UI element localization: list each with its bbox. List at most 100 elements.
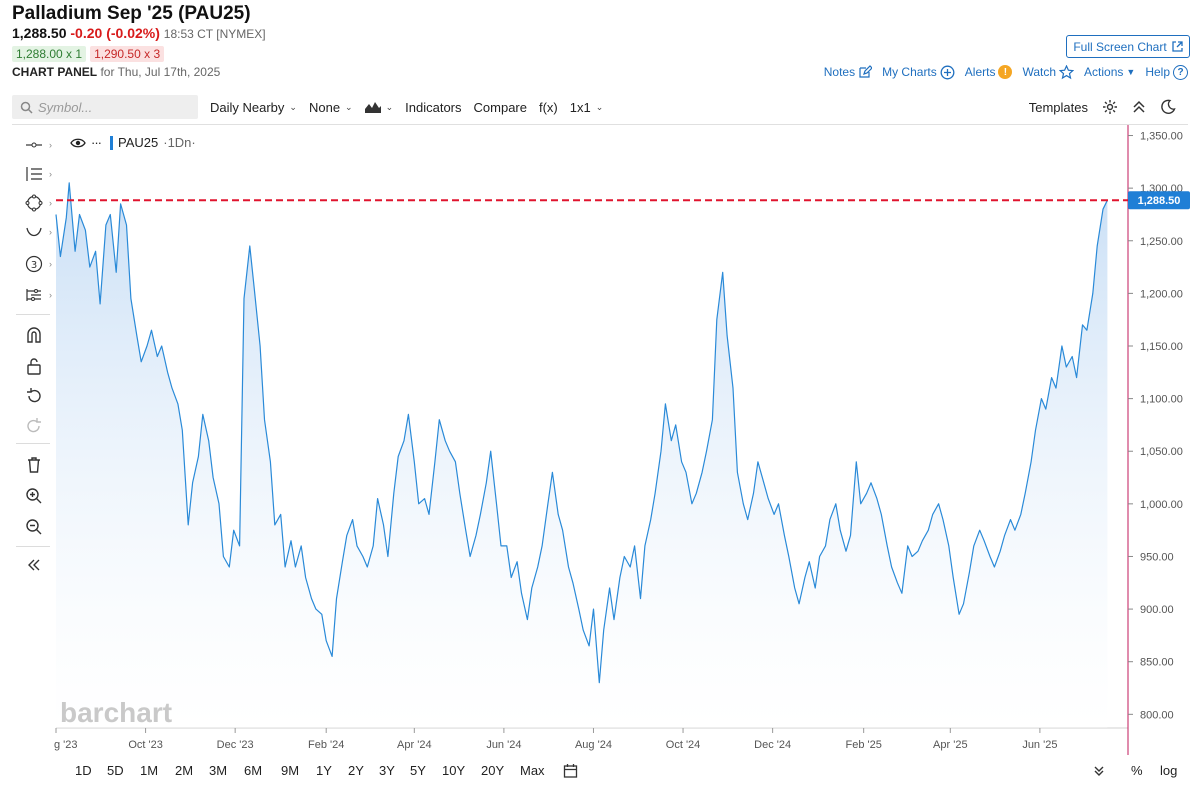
timeframe-3m[interactable]: 3M — [209, 763, 228, 778]
chevron-right-icon: › — [49, 198, 52, 208]
y-tick-label: 950.00 — [1140, 551, 1174, 563]
trash-icon — [28, 457, 40, 473]
alert-icon: ! — [998, 65, 1013, 79]
calendar-icon[interactable] — [563, 763, 578, 778]
chevron-right-icon: › — [49, 290, 52, 300]
alerts-link[interactable]: Alerts ! — [965, 65, 1013, 79]
timeframe-1y[interactable]: 1Y — [316, 763, 332, 778]
price-chart[interactable]: barchart1,350.001,300.001,250.001,200.00… — [0, 125, 1200, 755]
measure-icon — [26, 289, 41, 301]
percent-toggle[interactable]: % — [1131, 763, 1143, 778]
chart-legend: ··· PAU25 ·1Dn· — [70, 135, 196, 150]
bid-badge: 1,288.00 x 1 — [12, 46, 87, 62]
timeframe-2y[interactable]: 2Y — [348, 763, 364, 778]
notes-link[interactable]: Notes — [824, 65, 873, 79]
magnet-button[interactable] — [14, 322, 54, 348]
redo-button[interactable] — [14, 413, 54, 439]
x-tick-label: Jun '25 — [1022, 739, 1057, 751]
chevron-right-icon: › — [49, 259, 52, 269]
svg-text:3: 3 — [31, 260, 37, 271]
zoom-out-icon — [26, 519, 42, 535]
curve-tool-button[interactable]: › — [14, 219, 54, 245]
panel-date: for Thu, Jul 17th, 2025 — [100, 65, 221, 79]
help-icon: ? — [1173, 64, 1188, 80]
caret-down-icon: ▼ — [1126, 67, 1136, 77]
mountain-chart-icon — [364, 102, 381, 113]
y-tick-label: 800.00 — [1140, 709, 1174, 721]
indicators-button[interactable]: Indicators — [405, 100, 461, 115]
symbol-search-input[interactable]: Symbol... — [12, 95, 198, 119]
delete-button[interactable] — [14, 452, 54, 478]
timeframe-1d[interactable]: 1D — [75, 763, 92, 778]
timeframe-2m[interactable]: 2M — [175, 763, 194, 778]
shape-tool-button[interactable]: › — [14, 190, 54, 216]
chevron-right-icon: › — [49, 227, 52, 237]
help-link[interactable]: Help ? — [1145, 64, 1188, 80]
y-tick-label: 1,000.00 — [1140, 499, 1183, 511]
quote-time: 18:53 CT [NYMEX] — [163, 27, 266, 41]
x-tick-label: Oct '23 — [128, 739, 163, 751]
series-line[interactable] — [55, 182, 1108, 684]
y-tick-label: 1,350.00 — [1140, 131, 1183, 143]
full-screen-label: Full Screen Chart — [1073, 39, 1167, 54]
templates-button[interactable]: Templates — [1028, 99, 1088, 115]
x-tick-label: Jun '24 — [486, 739, 521, 751]
timeframe-5y[interactable]: 5Y — [410, 763, 426, 778]
log-toggle[interactable]: log — [1160, 763, 1178, 778]
collapse-up-icon[interactable] — [1132, 100, 1146, 114]
chevron-down-icon: ⌄ — [595, 101, 604, 112]
double-chevron-left-icon — [28, 559, 40, 571]
actions-menu[interactable]: Actions ▼ — [1084, 65, 1135, 79]
compare-button[interactable]: Compare — [474, 100, 527, 115]
gear-icon[interactable] — [1102, 99, 1118, 115]
chevron-down-icon: ⌄ — [345, 101, 353, 112]
line-tool-icon — [26, 142, 42, 148]
dark-mode-icon[interactable] — [1160, 99, 1176, 115]
star-icon — [1059, 64, 1075, 79]
x-tick-label: Feb '24 — [308, 739, 344, 751]
undo-button[interactable] — [14, 383, 54, 409]
y-tick-label: 1,250.00 — [1140, 236, 1183, 248]
aggregation-dropdown[interactable]: Daily Nearby ⌄ — [210, 100, 297, 115]
function-button[interactable]: f(x) — [539, 100, 558, 115]
study-dropdown[interactable]: None ⌄ — [309, 100, 353, 115]
chart-type-dropdown[interactable]: ⌄ — [364, 101, 393, 113]
x-tick-label: Apr '25 — [933, 739, 968, 751]
full-screen-button[interactable]: Full Screen Chart — [1066, 35, 1190, 58]
double-chevron-down-icon[interactable] — [1093, 765, 1105, 777]
timeframe-9m[interactable]: 9M — [281, 763, 300, 778]
timeframe-10y[interactable]: 10Y — [442, 763, 466, 778]
tool-divider — [16, 443, 50, 444]
y-tick-label: 900.00 — [1140, 604, 1174, 616]
my-charts-link[interactable]: My Charts — [882, 65, 955, 80]
timeframe-5d[interactable]: 5D — [107, 763, 124, 778]
zoom-in-button[interactable] — [14, 483, 54, 509]
x-tick-label: Dec '24 — [754, 739, 791, 751]
measure-tool-button[interactable]: › — [14, 282, 54, 308]
y-tick-label: 1,050.00 — [1140, 446, 1183, 458]
layout-dropdown[interactable]: 1x1 ⌄ — [570, 100, 604, 115]
timeframe-6m[interactable]: 6M — [244, 763, 263, 778]
timeframe-3y[interactable]: 3Y — [379, 763, 395, 778]
unlock-icon — [27, 358, 41, 375]
timeframe-1m[interactable]: 1M — [140, 763, 159, 778]
zoom-out-button[interactable] — [14, 514, 54, 540]
line-tool-button[interactable]: › — [14, 132, 54, 158]
more-icon[interactable]: ··· — [91, 135, 102, 150]
series-area — [56, 182, 1108, 728]
count-tool-button[interactable]: 3 › — [14, 251, 54, 277]
timeframe-max[interactable]: Max — [520, 763, 545, 778]
watch-link[interactable]: Watch — [1022, 64, 1075, 80]
eye-icon[interactable] — [70, 137, 86, 149]
tool-divider — [16, 314, 50, 315]
page-title: Palladium Sep '25 (PAU25) — [12, 3, 251, 24]
lock-button[interactable] — [14, 353, 54, 379]
timeframe-20y[interactable]: 20Y — [481, 763, 505, 778]
legend-symbol: PAU25 — [118, 135, 159, 150]
fib-tool-button[interactable]: › — [14, 161, 54, 187]
toolbar-right: Templates — [1029, 99, 1188, 115]
y-tick-label: 1,100.00 — [1140, 394, 1183, 406]
chart-panel-label: CHART PANEL for Thu, Jul 17th, 2025 — [12, 65, 220, 79]
collapse-tools-button[interactable] — [14, 552, 54, 578]
help-label: Help — [1145, 65, 1170, 79]
